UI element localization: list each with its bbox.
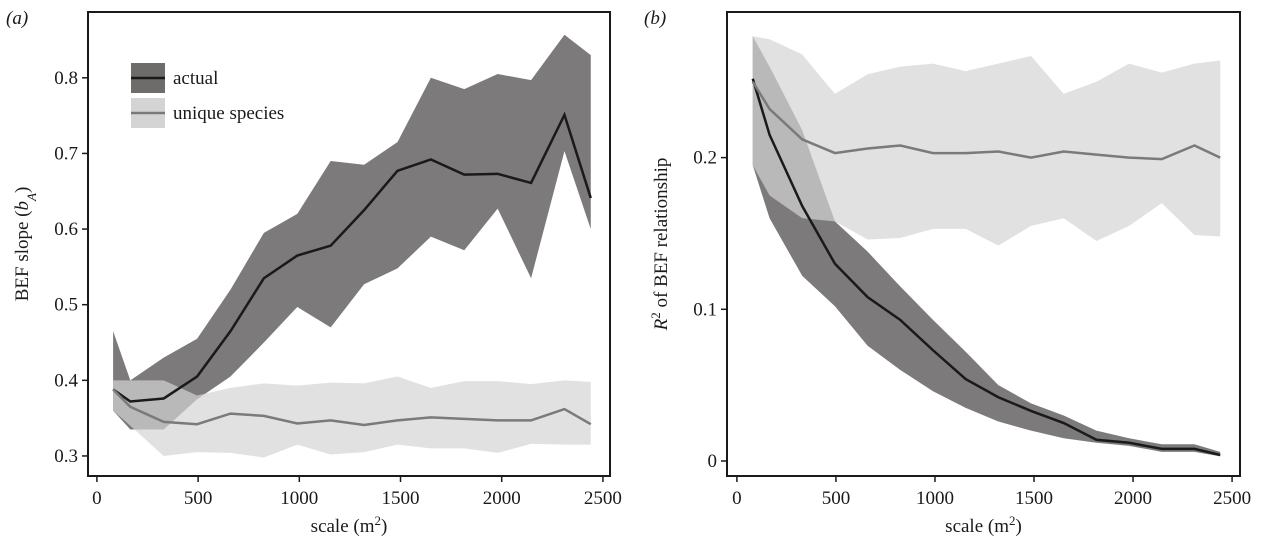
y-axis-label-part: of BEF relationship <box>651 158 672 313</box>
x-tick-label: 1000 <box>916 488 954 509</box>
x-tick-label: 1500 <box>382 488 420 509</box>
y-axis-label-part: 2 <box>648 312 663 319</box>
x-tick-label: 1000 <box>280 488 318 509</box>
plot-area <box>751 36 1221 457</box>
plot-frame <box>726 11 1241 477</box>
x-axis-label: scale (m2) <box>945 513 1022 538</box>
y-axis-label: BEF slope (bA) <box>12 187 39 302</box>
y-axis-label-part: ) <box>12 187 33 193</box>
series-line <box>751 81 1221 161</box>
panel-label: (a) <box>6 8 28 29</box>
x-tick-label: 500 <box>184 488 213 509</box>
series-line <box>751 78 1221 457</box>
y-tick-label: 0.1 <box>693 299 717 320</box>
legend-label: unique species <box>173 103 284 124</box>
panel-label: (b) <box>644 8 666 29</box>
x-tick-label: 2500 <box>1213 488 1251 509</box>
x-tick-label: 500 <box>822 488 851 509</box>
x-tick-label: 0 <box>732 488 742 509</box>
x-tick-label: 0 <box>92 488 102 509</box>
y-tick-label: 0.6 <box>54 219 78 240</box>
y-tick-label: 0.5 <box>54 295 78 316</box>
y-axis-label: R2 of BEF relationship <box>648 158 673 332</box>
y-tick-label: 0.7 <box>54 143 78 164</box>
plot-frame <box>87 11 611 477</box>
band <box>752 36 1221 246</box>
x-axis-label-part: 2 <box>1009 513 1016 528</box>
x-axis-label-part: 2 <box>375 513 382 528</box>
x-axis-label-part: scale (m <box>311 516 375 537</box>
y-axis-label-part: b <box>12 201 33 211</box>
band <box>113 376 591 458</box>
y-axis-label-part: BEF slope ( <box>12 211 33 302</box>
y-tick-label: 0.3 <box>54 446 78 467</box>
x-tick-label: 2000 <box>483 488 521 509</box>
x-axis-label-part: scale (m <box>945 516 1009 537</box>
plot-area <box>112 34 592 458</box>
series-line <box>112 388 592 427</box>
legend-label: actual <box>173 68 218 89</box>
band <box>113 34 591 430</box>
x-tick-label: 2500 <box>584 488 622 509</box>
band <box>752 36 1221 457</box>
y-tick-label: 0.2 <box>693 148 717 169</box>
y-tick-label: 0.8 <box>54 68 78 89</box>
y-axis-label-part: R <box>651 318 672 331</box>
y-tick-label: 0.4 <box>54 370 78 391</box>
y-axis-label-part: A <box>24 193 39 202</box>
x-tick-label: 1500 <box>1015 488 1053 509</box>
x-axis-label: scale (m2) <box>311 513 388 538</box>
x-axis-label-part: ) <box>1016 516 1022 537</box>
y-tick-label: 0 <box>708 451 718 472</box>
x-axis-label-part: ) <box>381 516 387 537</box>
x-tick-label: 2000 <box>1114 488 1152 509</box>
series-line <box>112 111 592 403</box>
